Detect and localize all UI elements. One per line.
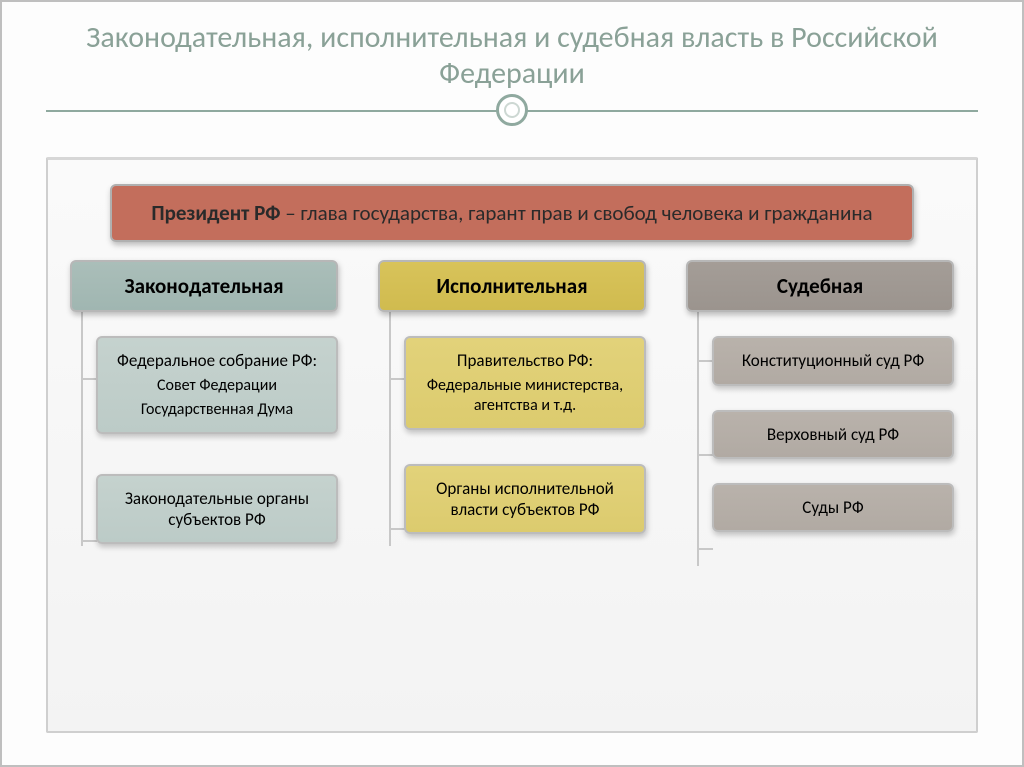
- connector-line: [697, 454, 713, 456]
- connector-line: [81, 378, 97, 380]
- col-legislative: Законодательная Федеральное собрание РФ:…: [70, 260, 338, 544]
- judicial-box-constitutional: Конституционный суд РФ: [712, 336, 954, 385]
- box-line: Федеральные министерства, агентства и т.…: [416, 376, 634, 416]
- connector-line: [81, 540, 97, 542]
- box-line: Совет Федерации: [108, 376, 326, 396]
- box-title: Органы исполнительной власти субъектов Р…: [436, 478, 614, 520]
- connector-line: [81, 306, 83, 546]
- president-bold: Президент РФ: [151, 200, 280, 226]
- col-executive: Исполнительная Правительство РФ: Федерал…: [378, 260, 646, 544]
- box-title: Законодательные органы субъектов РФ: [125, 488, 309, 530]
- page-title: Законодательная, исполнительная и судебн…: [62, 20, 962, 92]
- ring-inner: [504, 102, 520, 118]
- connector-line: [389, 306, 391, 546]
- ring-decoration: [496, 94, 528, 126]
- connector-line: [389, 378, 405, 380]
- judicial-header: Судебная: [686, 260, 954, 312]
- box-title: Федеральное собрание РФ:: [117, 350, 317, 371]
- president-text: – глава государства, гарант прав и свобо…: [280, 200, 872, 226]
- box-title: Суды РФ: [802, 497, 863, 518]
- judicial-box-courts: Суды РФ: [712, 483, 954, 532]
- content-panel: Президент РФ – глава государства, гарант…: [46, 157, 978, 733]
- president-box: Президент РФ – глава государства, гарант…: [110, 184, 914, 242]
- judicial-box-supreme: Верховный суд РФ: [712, 410, 954, 459]
- legislative-box-federal-assembly: Федеральное собрание РФ: Совет Федерации…: [96, 336, 338, 433]
- executive-box-subjects: Органы исполнительной власти субъектов Р…: [404, 464, 646, 535]
- box-title: Верховный суд РФ: [767, 424, 899, 445]
- box-title: Правительство РФ:: [457, 350, 593, 371]
- connector-line: [389, 528, 405, 530]
- box-line: Государственная Дума: [108, 400, 326, 420]
- executive-box-government: Правительство РФ: Федеральные министерст…: [404, 336, 646, 429]
- connector-line: [697, 360, 713, 362]
- box-title: Конституционный суд РФ: [742, 350, 924, 371]
- slide: Законодательная, исполнительная и судебн…: [0, 0, 1024, 767]
- connector-line: [697, 306, 699, 566]
- executive-header: Исполнительная: [378, 260, 646, 312]
- legislative-box-subjects: Законодательные органы субъектов РФ: [96, 474, 338, 545]
- title-area: Законодательная, исполнительная и судебн…: [2, 2, 1022, 100]
- columns: Законодательная Федеральное собрание РФ:…: [70, 260, 954, 544]
- legislative-header: Законодательная: [70, 260, 338, 312]
- connector-line: [697, 548, 713, 550]
- col-judicial: Судебная Конституционный суд РФ Верховны…: [686, 260, 954, 544]
